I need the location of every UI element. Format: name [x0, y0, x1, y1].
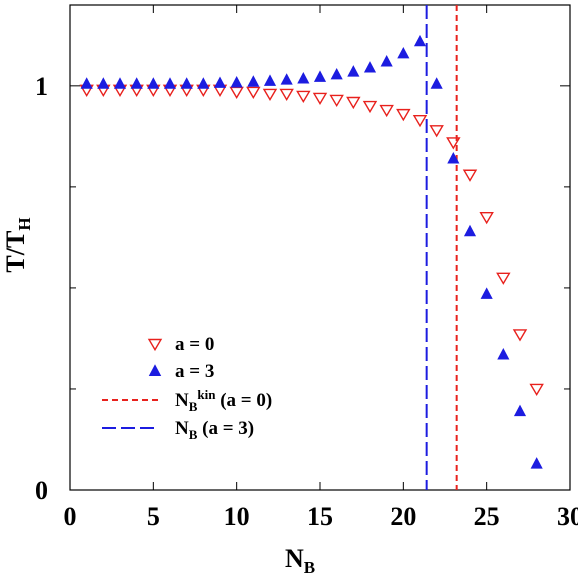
data-point-a3	[380, 55, 393, 67]
x-axis-title-main: N	[285, 544, 304, 573]
y-tick-label: 1	[35, 72, 48, 101]
data-point-a3	[80, 77, 93, 89]
data-point-a3	[163, 77, 177, 89]
data-point-a0	[512, 329, 528, 342]
data-point-a3	[297, 72, 310, 84]
data-point-a3	[363, 61, 377, 73]
data-point-a3	[147, 77, 160, 89]
series-a3	[80, 34, 543, 469]
x-axis-ticks: 0 5 10 15 20 25 30	[64, 5, 578, 531]
legend-label: NBkin (a = 0)	[175, 387, 272, 414]
x-tick-label: 20	[390, 502, 416, 531]
data-point-a3	[247, 75, 260, 87]
y-axis-title-main: T/T	[1, 231, 30, 273]
x-tick-label: 30	[557, 502, 578, 531]
y-tick-label: 0	[35, 476, 48, 505]
data-point-a0	[246, 86, 261, 99]
data-point-a3	[213, 76, 227, 88]
data-point-a3	[447, 152, 460, 164]
legend-label: NB (a = 3)	[175, 418, 254, 442]
data-point-a0	[412, 114, 428, 128]
data-point-a0	[262, 88, 278, 101]
data-point-a0	[279, 88, 294, 101]
data-point-a3	[397, 46, 410, 59]
data-point-a0	[312, 92, 328, 106]
x-axis-title-sub: B	[304, 558, 315, 577]
data-point-a0	[296, 90, 311, 104]
legend-marker-a0	[147, 338, 163, 352]
data-point-a0	[496, 272, 511, 285]
x-axis-title: NB	[285, 544, 315, 577]
data-point-a0	[346, 96, 361, 110]
data-point-a0	[229, 86, 244, 99]
legend-item-4: NB (a = 3)	[102, 418, 254, 442]
data-point-a3	[530, 457, 543, 469]
data-point-a3	[347, 65, 360, 77]
legend: a = 0 a = 3 NBkin (a = 0) NB (a = 3)	[102, 334, 272, 442]
data-point-a3	[513, 404, 527, 417]
data-point-a3	[130, 77, 143, 89]
legend-item-1: a = 0	[147, 334, 214, 355]
x-tick-label: 0	[64, 502, 77, 531]
data-point-a3	[280, 73, 293, 85]
data-point-a0	[362, 100, 378, 114]
y-axis-title-sub: H	[15, 217, 34, 230]
legend-marker-a3	[148, 364, 162, 376]
data-point-a3	[97, 77, 110, 89]
legend-label: a = 3	[175, 361, 214, 382]
data-point-a3	[197, 77, 210, 89]
data-point-a3	[113, 77, 127, 89]
data-point-a3	[497, 348, 510, 360]
legend-item-2: a = 3	[148, 361, 214, 382]
data-point-a0	[479, 211, 494, 225]
data-point-a0	[379, 104, 394, 118]
data-point-a3	[263, 74, 277, 86]
x-tick-label: 5	[147, 502, 160, 531]
x-tick-label: 15	[307, 502, 333, 531]
data-point-a0	[429, 125, 444, 138]
y-axis-title: T/TH	[1, 217, 34, 272]
data-point-a3	[313, 70, 327, 82]
legend-item-3: NBkin (a = 0)	[102, 387, 272, 414]
data-point-a0	[396, 108, 411, 122]
data-point-a3	[230, 76, 243, 88]
legend-label: a = 0	[175, 334, 214, 355]
data-point-a3	[463, 224, 477, 237]
data-point-a0	[529, 383, 544, 397]
x-tick-label: 25	[474, 502, 500, 531]
data-point-a3	[330, 67, 343, 80]
data-point-a0	[329, 94, 344, 108]
x-tick-label: 10	[224, 502, 250, 531]
data-point-a3	[430, 77, 443, 89]
data-point-a3	[180, 77, 193, 89]
data-point-a0	[446, 137, 461, 150]
data-point-a3	[480, 287, 493, 299]
reference-lines	[425, 5, 458, 490]
y-axis-ticks: 01	[35, 72, 570, 505]
series-a0	[79, 84, 544, 397]
data-point-a3	[413, 34, 427, 47]
series-points	[79, 34, 544, 469]
data-point-a0	[462, 169, 478, 182]
